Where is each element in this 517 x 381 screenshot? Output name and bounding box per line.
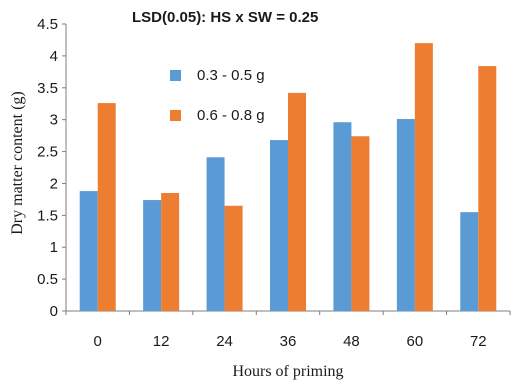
x-tick-label: 24 <box>216 333 233 350</box>
lsd-annotation: LSD(0.05): HS x SW = 0.25 <box>132 9 318 26</box>
y-tick-label: 1 <box>50 239 58 256</box>
y-tick-label: 2 <box>50 175 58 192</box>
x-tick-label: 72 <box>470 333 487 350</box>
bar-series2-12 <box>161 193 180 311</box>
bar-series1-60 <box>396 119 415 311</box>
bar-series2-36 <box>288 92 306 311</box>
y-axis-ticks: 0 0.5 1 1.5 2 2.5 3 3.5 4 4.5 <box>37 16 66 320</box>
y-tick-label: 4.5 <box>37 16 58 33</box>
x-axis-ticks: 0 12 24 36 48 60 72 <box>65 311 511 350</box>
bar-series2-60 <box>414 43 433 312</box>
x-tick-label: 0 <box>94 333 102 350</box>
legend-label-2: 0.6 - 0.8 g <box>197 107 265 124</box>
x-tick-label: 36 <box>280 333 297 350</box>
bar-series2-24 <box>224 205 243 311</box>
bar-series1-72 <box>460 212 479 311</box>
x-tick-label: 48 <box>343 333 360 350</box>
y-tick-label: 2.5 <box>37 144 58 161</box>
y-tick-label: 4 <box>50 48 58 65</box>
y-tick-label: 3.5 <box>37 80 58 97</box>
y-tick-label: 3 <box>50 112 58 129</box>
x-tick-label: 12 <box>153 333 170 350</box>
chart-legend: 0.3 - 0.5 g 0.6 - 0.8 g <box>170 67 265 124</box>
legend-label-1: 0.3 - 0.5 g <box>197 67 265 84</box>
bar-series2-48 <box>351 136 370 311</box>
x-axis-title: Hours of priming <box>232 363 343 380</box>
bar-series1-24 <box>206 157 225 311</box>
bar-series1-36 <box>270 140 288 311</box>
y-tick-label: 0.5 <box>37 271 58 288</box>
legend-swatch-2 <box>170 110 181 121</box>
bar-marks <box>79 43 497 312</box>
y-tick-label: 1.5 <box>37 207 58 224</box>
y-tick-label: 0 <box>50 303 58 320</box>
x-tick-label: 60 <box>407 333 424 350</box>
bar-series1-48 <box>333 122 352 312</box>
bar-series1-0 <box>79 191 98 311</box>
bar-series2-72 <box>478 66 497 312</box>
legend-swatch-1 <box>170 70 181 81</box>
bar-series2-0 <box>97 103 116 311</box>
bar-series1-12 <box>143 200 162 311</box>
y-axis-title: Dry matter content (g) <box>9 91 26 235</box>
